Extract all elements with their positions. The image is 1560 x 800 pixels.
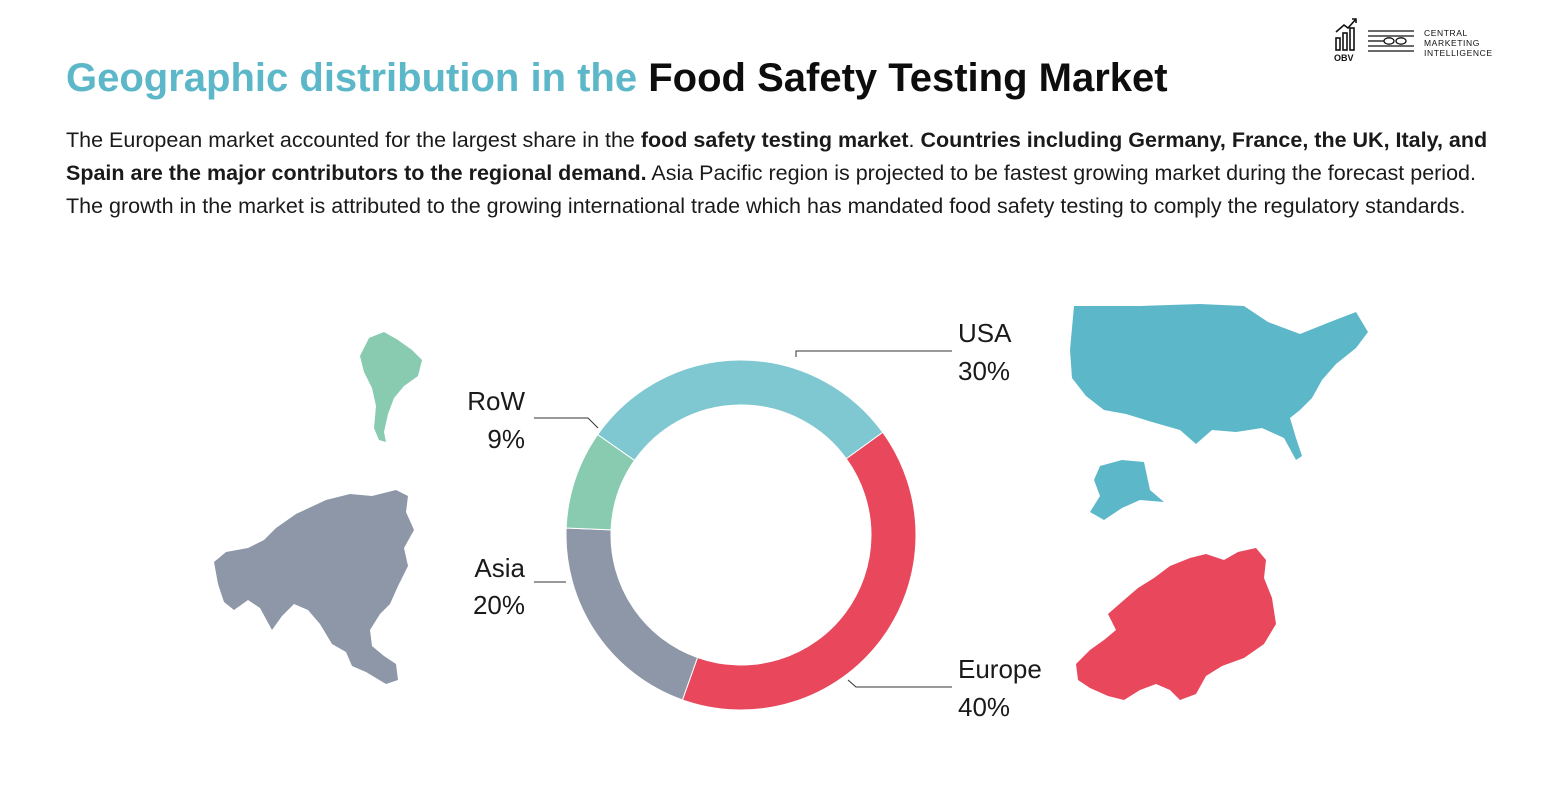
usa-value: 30%	[958, 356, 1010, 386]
donut-slice-row	[565, 433, 636, 531]
europe-map-icon	[1076, 548, 1276, 700]
desc-bold-2: Countries including Germany, France, the…	[66, 128, 1488, 185]
usa-map-icon	[1070, 304, 1368, 460]
donut-slice-usa	[596, 359, 884, 462]
south-america-map-icon	[360, 332, 422, 442]
europe-leader-line	[847, 679, 952, 688]
desc-part-2: .	[908, 128, 921, 152]
donut-chart	[565, 359, 917, 711]
title-accent: Geographic distribution in the	[66, 56, 638, 100]
row-label: RoW	[467, 386, 525, 416]
donut-slice-asia	[565, 527, 699, 701]
brand-logo: CENTRAL MARKETING INTELLIGENCE OBV	[1334, 16, 1524, 70]
europe-label: Europe	[958, 654, 1042, 684]
bar-growth-logo-icon	[1335, 18, 1422, 52]
desc-part-1: The European market accounted for the la…	[66, 128, 641, 152]
logo-wordmark: CENTRAL MARKETING INTELLIGENCE	[1424, 28, 1493, 58]
usa-leader-line	[795, 350, 952, 357]
leader-lines	[534, 350, 952, 688]
asia-map-icon	[214, 490, 414, 684]
logo-line-3: INTELLIGENCE	[1424, 48, 1493, 58]
logo-line-2: MARKETING	[1424, 38, 1480, 48]
asia-label: Asia	[474, 553, 525, 583]
logo-line-1: CENTRAL	[1424, 28, 1468, 38]
desc-bold-1: food safety testing market	[640, 128, 909, 152]
row-value: 9%	[487, 424, 525, 454]
logo-obv: OBV	[1334, 53, 1354, 63]
alaska-map-icon	[1090, 460, 1164, 520]
asia-value: 20%	[473, 590, 525, 620]
europe-value: 40%	[958, 692, 1010, 722]
usa-label: USA	[958, 318, 1012, 348]
row-leader-line	[534, 417, 599, 429]
donut-slice-europe	[681, 431, 917, 711]
description-paragraph: The European market accounted for the la…	[66, 124, 1506, 223]
page-title: Geographic distribution in the Food Safe…	[66, 56, 1168, 101]
title-main: Food Safety Testing Market	[648, 56, 1168, 100]
desc-part-3: Asia Pacific region is projected to be f…	[66, 161, 1476, 218]
